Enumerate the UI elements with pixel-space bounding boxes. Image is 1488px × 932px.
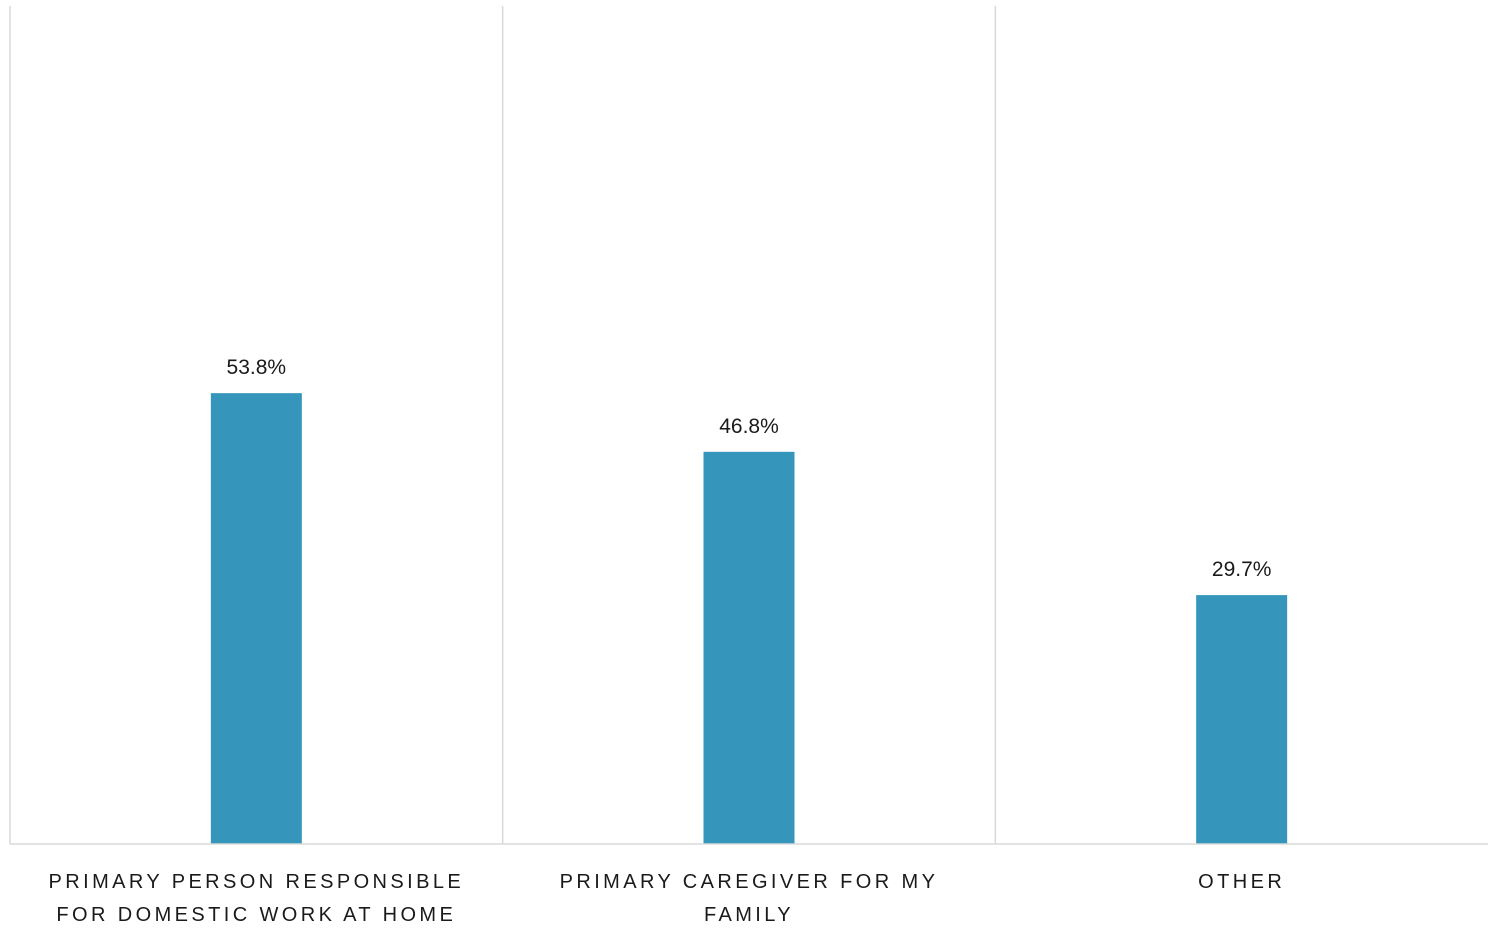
value-label-0: 53.8% [227, 356, 287, 379]
bars [210, 393, 1288, 844]
value-label-1: 46.8% [719, 415, 779, 438]
bar-0 [210, 393, 302, 844]
category-label-0: PRIMARY PERSON RESPONSIBLE FOR DOMESTIC … [48, 871, 465, 926]
value-label-2: 29.7% [1212, 558, 1272, 581]
value-labels: 53.8% 46.8% 29.7% [227, 356, 1272, 581]
bar-1 [703, 451, 795, 844]
category-separators [9, 6, 997, 844]
category-label-2: OTHER [1198, 871, 1286, 893]
category-label-1: PRIMARY CAREGIVER FOR MY FAMILY [559, 871, 939, 926]
bar-2 [1196, 595, 1288, 844]
